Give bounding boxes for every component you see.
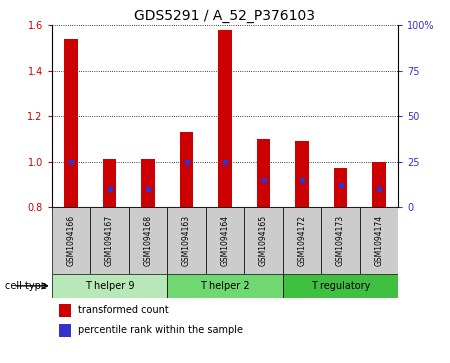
Bar [372,162,386,207]
FancyBboxPatch shape [244,207,283,274]
FancyBboxPatch shape [52,274,167,298]
Text: transformed count: transformed count [78,305,168,315]
FancyBboxPatch shape [167,274,283,298]
Text: GSM1094172: GSM1094172 [297,215,306,266]
Bar [64,39,78,207]
Text: T helper 2: T helper 2 [200,281,250,291]
Bar [103,159,116,207]
Text: GSM1094167: GSM1094167 [105,215,114,266]
FancyBboxPatch shape [90,207,129,274]
Text: percentile rank within the sample: percentile rank within the sample [78,325,243,335]
Text: T regulatory: T regulatory [311,281,370,291]
Text: GSM1094165: GSM1094165 [259,215,268,266]
Text: GSM1094168: GSM1094168 [144,215,153,266]
Bar [295,141,309,207]
Text: GSM1094164: GSM1094164 [220,215,230,266]
Text: cell type: cell type [5,281,47,291]
Bar [257,139,270,207]
FancyBboxPatch shape [321,207,360,274]
FancyBboxPatch shape [167,207,206,274]
FancyBboxPatch shape [283,207,321,274]
FancyBboxPatch shape [129,207,167,274]
Bar [334,168,347,207]
Bar [180,132,193,207]
FancyBboxPatch shape [283,274,398,298]
Bar [58,324,71,337]
FancyBboxPatch shape [360,207,398,274]
Title: GDS5291 / A_52_P376103: GDS5291 / A_52_P376103 [135,9,315,23]
Bar [141,159,155,207]
Text: GSM1094174: GSM1094174 [374,215,383,266]
Bar [218,30,232,207]
FancyBboxPatch shape [52,207,90,274]
Text: GSM1094166: GSM1094166 [67,215,76,266]
Text: GSM1094163: GSM1094163 [182,215,191,266]
Text: GSM1094173: GSM1094173 [336,215,345,266]
Text: T helper 9: T helper 9 [85,281,134,291]
FancyBboxPatch shape [206,207,244,274]
Bar [58,304,71,317]
